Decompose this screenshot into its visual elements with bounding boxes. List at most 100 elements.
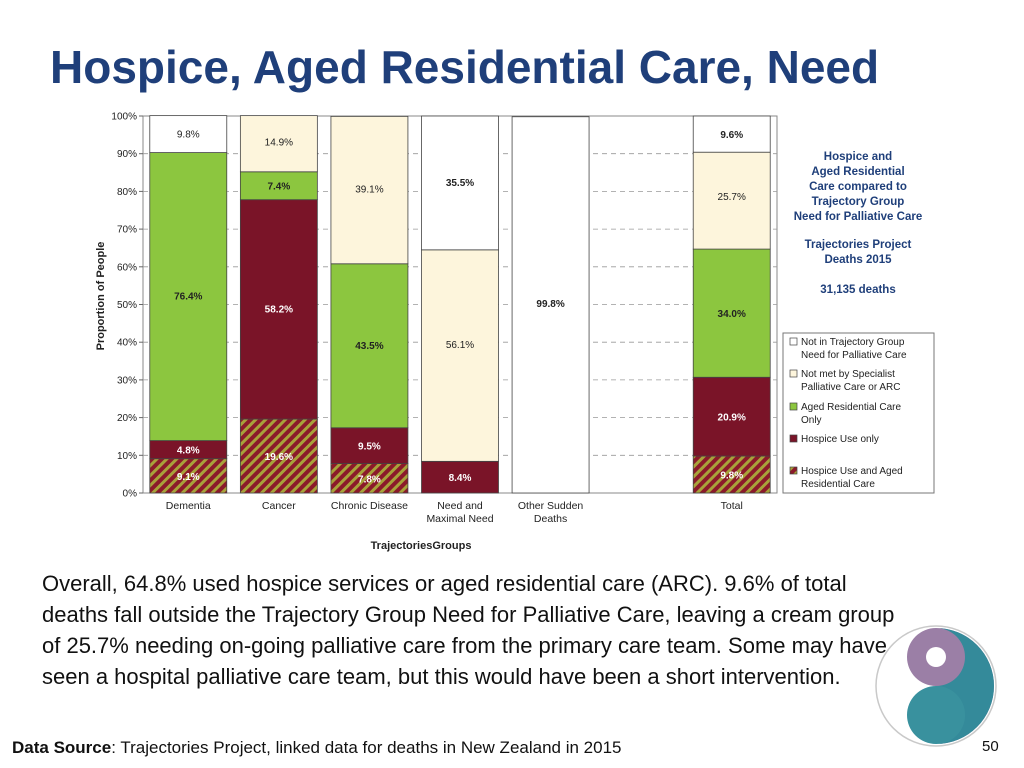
x-axis-categories: Dementia Cancer Chronic Disease Need andMax… xyxy=(166,500,743,525)
bar-segment xyxy=(692,151,771,250)
x-axis-label: TrajectoriesGroups xyxy=(371,540,472,552)
bar-data-label: 14.9% xyxy=(265,138,293,149)
bar-segment xyxy=(239,418,318,494)
bar-data-label: 9.8% xyxy=(177,130,200,141)
y-axis-label: Proportion of People xyxy=(95,242,107,351)
legend-swatch xyxy=(789,402,798,411)
bar-data-label: 9.8% xyxy=(720,471,743,482)
bar-segment xyxy=(692,376,771,457)
y-tick-label: 60% xyxy=(117,262,137,273)
legend-label: Hospice Use only xyxy=(801,434,879,445)
x-category-label: Cancer xyxy=(262,500,296,512)
annotation-heading-line: Hospice and xyxy=(824,151,892,163)
stacked-bar-chart: 0% 10% 20% 30% 40% 50% 60% 70% 80% 90% 100% 9.1% 4.… xyxy=(95,112,935,552)
bar-segment xyxy=(149,152,228,441)
bar-data-label: 8.4% xyxy=(449,473,472,484)
legend-swatch xyxy=(789,369,798,378)
bar-data-label: 9.1% xyxy=(177,472,200,483)
bar-data-label: 39.1% xyxy=(355,184,383,195)
bar-segment xyxy=(330,263,409,429)
legend-label: Residential Care xyxy=(801,479,875,490)
legend-swatch xyxy=(789,466,798,475)
bars xyxy=(149,115,771,494)
bar-data-label: 56.1% xyxy=(446,340,474,351)
x-category-label: Need and xyxy=(437,500,483,512)
annotation-subheading-line: Deaths 2015 xyxy=(824,254,892,266)
data-source-label: Data Source xyxy=(12,738,112,757)
bar-data-label: 35.5% xyxy=(446,178,474,189)
legend-label: Only xyxy=(801,415,822,426)
bar-segment xyxy=(421,249,499,462)
annotation-subheading-line: Trajectories Project xyxy=(805,239,912,251)
annotation-heading-line: Aged Residential xyxy=(811,166,904,178)
annotation-heading-line: Need for Palliative Care xyxy=(794,211,922,223)
x-category-label: Chronic Disease xyxy=(331,500,408,512)
page-number: 50 xyxy=(982,738,999,755)
bar-segment xyxy=(149,458,228,494)
y-axis-ticks: 0% 10% 20% 30% 40% 50% 60% 70% 80% 90% 100% xyxy=(111,112,143,500)
bar-segment xyxy=(239,171,318,201)
y-tick-label: 70% xyxy=(117,225,137,236)
annotation-heading-line: Care compared to xyxy=(809,181,907,193)
bar-segment xyxy=(330,115,409,265)
bar-data-label: 58.2% xyxy=(265,305,293,316)
bar-segment xyxy=(692,115,771,153)
data-source: Data Source: Trajectories Project, linke… xyxy=(12,738,622,758)
chart-legend: Not in Trajectory Group Need for Palliati… xyxy=(782,332,935,494)
y-tick-label: 100% xyxy=(111,112,137,123)
bar-data-label: 9.6% xyxy=(720,130,743,141)
bar-segment xyxy=(692,455,771,494)
legend-label: Palliative Care or ARC xyxy=(801,382,900,393)
bar-data-label: 25.7% xyxy=(718,192,746,203)
chart-annotation: Hospice and Aged Residential Care compared… xyxy=(794,151,922,296)
bar-segment xyxy=(330,427,409,464)
bar-data-label: 9.5% xyxy=(358,442,381,453)
annotation-deaths: 31,135 deaths xyxy=(820,284,895,296)
annotation-heading-line: Trajectory Group xyxy=(812,196,905,208)
bar-data-label: 19.6% xyxy=(265,452,293,463)
data-source-text: : Trajectories Project, linked data for … xyxy=(111,738,622,757)
y-tick-label: 10% xyxy=(117,451,137,462)
bar-segment xyxy=(239,199,318,420)
bar-data-label: 7.8% xyxy=(358,474,381,485)
summary-paragraph: Overall, 64.8% used hospice services or … xyxy=(42,571,895,689)
logo-center-dot xyxy=(926,647,946,667)
bar-data-label: 34.0% xyxy=(718,309,746,320)
logo-teal-swirl xyxy=(907,628,994,744)
bar-data-label: 99.8% xyxy=(536,299,564,310)
y-tick-label: 30% xyxy=(117,375,137,386)
legend-label: Hospice Use and Aged xyxy=(801,466,903,477)
bar-segment xyxy=(511,116,590,494)
x-category-label: Dementia xyxy=(166,500,211,512)
y-tick-label: 40% xyxy=(117,338,137,349)
legend-label: Need for Palliative Care xyxy=(801,350,907,361)
bar-segment xyxy=(421,460,499,494)
bar-segment xyxy=(330,463,409,494)
organisation-swirl-logo xyxy=(875,625,997,747)
bar-segment xyxy=(239,115,318,173)
bar-data-label: 43.5% xyxy=(355,341,383,352)
y-tick-label: 80% xyxy=(117,187,137,198)
y-tick-label: 20% xyxy=(117,413,137,424)
bar-data-label: 20.9% xyxy=(718,413,746,424)
x-category-label: Maximal Need xyxy=(426,513,493,525)
bar-segment xyxy=(421,115,499,251)
x-category-label: Deaths xyxy=(534,513,567,525)
legend-label: Aged Residential Care xyxy=(801,402,901,413)
legend-label: Not in Trajectory Group xyxy=(801,337,905,348)
y-tick-label: 50% xyxy=(117,300,137,311)
legend-box xyxy=(782,332,935,494)
y-tick-label: 90% xyxy=(117,149,137,160)
bar-data-label: 7.4% xyxy=(267,182,290,193)
slide-title: Hospice, Aged Residential Care, Need xyxy=(50,41,880,93)
legend-label: Not met by Specialist xyxy=(801,369,895,380)
x-category-label: Other Sudden xyxy=(518,500,584,512)
bar-data-labels: 9.1% 4.8% 76.4% 9.8% 19.6% 58.2% 7.4% 14.9% 7.8%… xyxy=(174,130,746,486)
bar-segment xyxy=(149,115,228,153)
y-tick-label: 0% xyxy=(123,489,138,500)
legend-swatch xyxy=(789,337,798,346)
bar-segment xyxy=(692,248,771,378)
x-category-label: Total xyxy=(721,500,743,512)
bar-data-label: 4.8% xyxy=(177,446,200,457)
bar-data-label: 76.4% xyxy=(174,292,202,303)
